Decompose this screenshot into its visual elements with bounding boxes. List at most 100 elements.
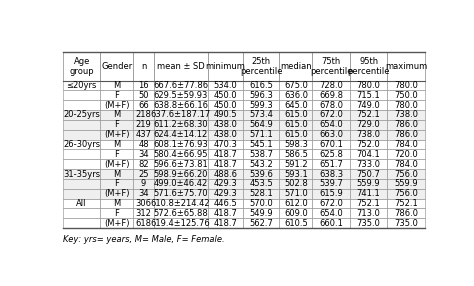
Text: (M+F): (M+F) — [104, 101, 129, 110]
Text: 636.0: 636.0 — [284, 91, 308, 100]
Text: (M+F): (M+F) — [104, 189, 129, 198]
Bar — [387, 81, 425, 90]
Text: 780.0: 780.0 — [394, 101, 418, 110]
Text: 608.1±76.93: 608.1±76.93 — [153, 140, 208, 149]
Bar — [387, 169, 425, 179]
Text: 9: 9 — [141, 179, 146, 188]
Bar — [208, 189, 244, 198]
Text: 580.4±66.95: 580.4±66.95 — [153, 150, 208, 159]
Text: 729.0: 729.0 — [357, 120, 381, 129]
Bar — [312, 120, 350, 130]
Bar — [244, 218, 280, 228]
Bar — [244, 110, 280, 120]
Bar — [350, 169, 387, 179]
Text: 733.0: 733.0 — [356, 160, 381, 169]
Text: 678.0: 678.0 — [319, 101, 343, 110]
Bar — [350, 208, 387, 218]
Text: 618: 618 — [136, 219, 152, 228]
Text: 437: 437 — [136, 130, 152, 139]
Bar — [63, 159, 100, 169]
Bar — [350, 179, 387, 189]
Text: 20-25yrs: 20-25yrs — [63, 110, 100, 120]
Bar — [244, 120, 280, 130]
Text: 610.8±214.42: 610.8±214.42 — [151, 199, 210, 208]
Text: minimum: minimum — [206, 62, 246, 71]
Text: 663.0: 663.0 — [319, 130, 343, 139]
Bar — [280, 100, 312, 110]
Bar — [63, 198, 100, 208]
Bar — [100, 198, 133, 208]
Bar — [100, 179, 133, 189]
Text: (M+F): (M+F) — [104, 219, 129, 228]
Bar — [387, 130, 425, 140]
Bar — [208, 149, 244, 159]
Text: 312: 312 — [136, 209, 151, 218]
Bar — [312, 189, 350, 198]
Text: 25: 25 — [138, 170, 149, 178]
Bar — [100, 218, 133, 228]
Text: 564.9: 564.9 — [250, 120, 273, 129]
Text: 559.9: 559.9 — [394, 179, 418, 188]
Text: 571.1: 571.1 — [250, 130, 273, 139]
Text: 654.0: 654.0 — [319, 209, 343, 218]
Text: 611.2±68.30: 611.2±68.30 — [153, 120, 208, 129]
Text: 651.7: 651.7 — [319, 160, 343, 169]
Text: 715.1: 715.1 — [357, 91, 381, 100]
Text: 672.0: 672.0 — [319, 199, 343, 208]
Text: 538.7: 538.7 — [249, 150, 273, 159]
Text: 735.0: 735.0 — [356, 219, 381, 228]
Bar — [100, 189, 133, 198]
Text: 780.0: 780.0 — [356, 81, 381, 90]
Text: M: M — [113, 199, 120, 208]
Bar — [154, 149, 208, 159]
Bar — [63, 130, 100, 140]
Bar — [244, 130, 280, 140]
Text: 450.0: 450.0 — [214, 91, 237, 100]
Bar — [280, 52, 312, 81]
Text: 539.7: 539.7 — [319, 179, 343, 188]
Bar — [154, 218, 208, 228]
Text: Age
group: Age group — [69, 57, 94, 76]
Bar — [208, 179, 244, 189]
Text: Gender: Gender — [101, 62, 133, 71]
Bar — [312, 198, 350, 208]
Text: 669.8: 669.8 — [319, 91, 343, 100]
Text: 720.0: 720.0 — [394, 150, 418, 159]
Bar — [244, 189, 280, 198]
Text: ≤20yrs: ≤20yrs — [66, 81, 97, 90]
Bar — [154, 81, 208, 90]
Text: 596.6±73.81: 596.6±73.81 — [153, 160, 208, 169]
Text: 598.3: 598.3 — [284, 140, 308, 149]
Text: 418.7: 418.7 — [214, 209, 237, 218]
Text: 429.3: 429.3 — [214, 179, 237, 188]
Text: 25th
percentile: 25th percentile — [240, 57, 283, 76]
Text: 48: 48 — [138, 140, 149, 149]
Bar — [280, 149, 312, 159]
Bar — [133, 90, 154, 100]
Text: median: median — [280, 62, 312, 71]
Text: 543.2: 543.2 — [250, 160, 273, 169]
Bar — [63, 100, 100, 110]
Bar — [350, 110, 387, 120]
Text: 429.3: 429.3 — [214, 189, 237, 198]
Bar — [350, 198, 387, 208]
Bar — [133, 189, 154, 198]
Bar — [154, 90, 208, 100]
Text: 741.1: 741.1 — [357, 189, 381, 198]
Text: 26-30yrs: 26-30yrs — [63, 140, 100, 149]
Bar — [100, 110, 133, 120]
Bar — [154, 120, 208, 130]
Text: F: F — [114, 209, 119, 218]
Text: (M+F): (M+F) — [104, 160, 129, 169]
Text: 470.3: 470.3 — [214, 140, 237, 149]
Bar — [312, 110, 350, 120]
Text: 728.0: 728.0 — [319, 81, 343, 90]
Text: 784.0: 784.0 — [394, 160, 418, 169]
Text: 218: 218 — [136, 110, 151, 120]
Bar — [387, 140, 425, 149]
Bar — [208, 130, 244, 140]
Bar — [312, 81, 350, 90]
Text: 638.3: 638.3 — [319, 170, 343, 178]
Bar — [387, 218, 425, 228]
Bar — [280, 130, 312, 140]
